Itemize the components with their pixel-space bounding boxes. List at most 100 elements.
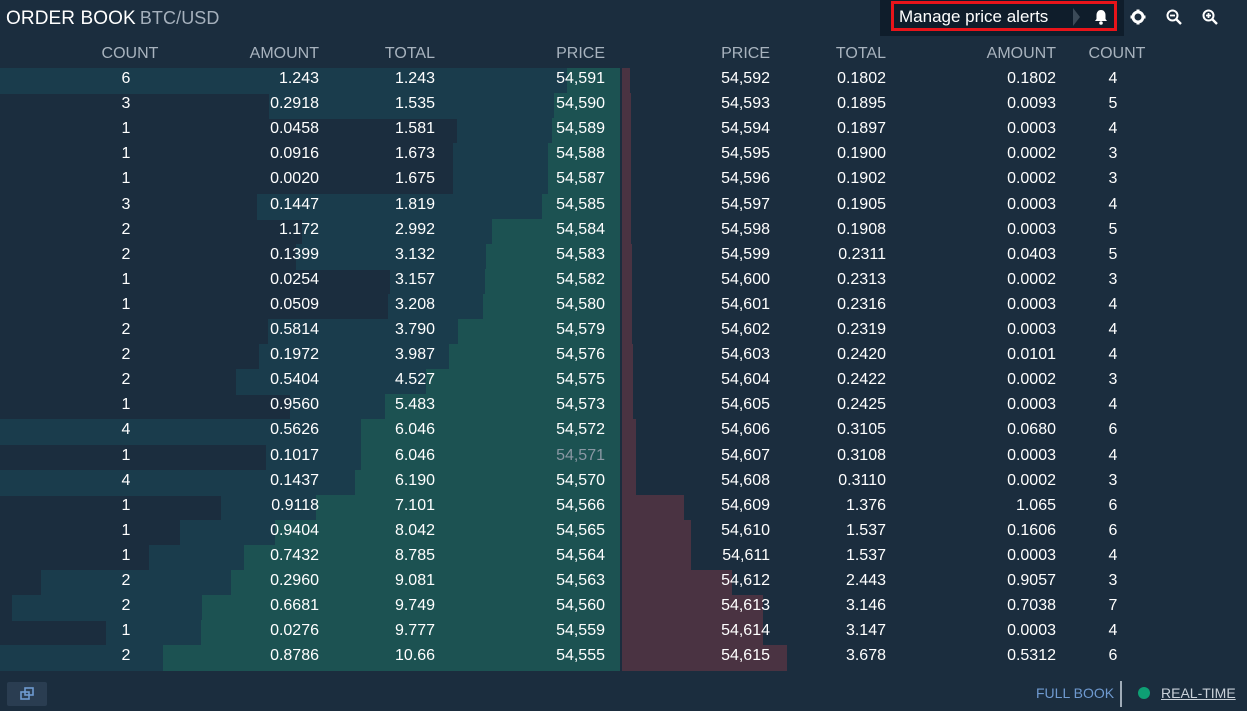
bid-amount-cell: 0.0509 bbox=[270, 295, 319, 313]
bid-count-bar bbox=[457, 118, 553, 145]
bid-depth-bar bbox=[566, 68, 620, 94]
bid-total-cell: 7.101 bbox=[394, 496, 435, 514]
bid-count-header[interactable]: COUNT bbox=[101, 45, 159, 62]
ask-price-cell: 54,600 bbox=[721, 270, 770, 288]
bid-depth-bar bbox=[542, 193, 620, 220]
bid-count-cell: 1 bbox=[121, 170, 131, 188]
ask-depth-bar bbox=[622, 570, 732, 596]
ask-price-header[interactable]: PRICE bbox=[721, 45, 770, 62]
ask-price-cell: 54,612 bbox=[721, 572, 770, 589]
zoom-in-icon[interactable] bbox=[1201, 8, 1219, 26]
ask-total-cell: 0.2313 bbox=[837, 270, 886, 288]
manage-price-alerts-button[interactable]: Manage price alerts bbox=[899, 7, 1049, 26]
bid-total-cell: 1.673 bbox=[394, 145, 435, 163]
bid-count-bar bbox=[295, 243, 486, 270]
bid-total-cell: 10.66 bbox=[394, 647, 435, 665]
ask-price-cell: 54,602 bbox=[721, 321, 770, 338]
bid-price-cell: 54,587 bbox=[556, 170, 605, 188]
full-book-link[interactable]: FULL BOOK bbox=[1036, 685, 1115, 701]
ask-amount-cell: 1.065 bbox=[1015, 496, 1056, 514]
ask-depth-bar bbox=[622, 168, 631, 195]
ask-amount-cell: 0.0003 bbox=[1007, 321, 1056, 338]
bid-amount-cell: 0.5626 bbox=[270, 421, 319, 439]
bid-count-bar bbox=[0, 68, 567, 94]
bid-total-cell: 6.190 bbox=[394, 471, 435, 489]
bid-price-cell: 54,589 bbox=[556, 120, 605, 138]
footer-divider bbox=[1120, 681, 1122, 707]
bid-depth-bar bbox=[230, 570, 620, 596]
bid-depth-bar bbox=[485, 243, 620, 270]
ask-depth-bar bbox=[622, 243, 633, 270]
bid-count-bar bbox=[387, 293, 483, 320]
bid-count-cell: 6 bbox=[121, 70, 131, 87]
ask-count-cell: 4 bbox=[1108, 622, 1118, 640]
bid-amount-cell: 0.0458 bbox=[270, 120, 319, 138]
ask-price-cell: 54,595 bbox=[721, 145, 770, 163]
bid-amount-cell: 0.2918 bbox=[270, 95, 319, 113]
bid-total-cell: 6.046 bbox=[394, 446, 435, 464]
bid-price-cell: 54,564 bbox=[556, 546, 605, 564]
bell-icon[interactable] bbox=[1092, 8, 1110, 26]
bid-depth-bar bbox=[360, 444, 620, 471]
bid-count-cell: 1 bbox=[121, 295, 131, 313]
bid-total-cell: 1.243 bbox=[394, 70, 435, 87]
bid-amount-cell: 0.0276 bbox=[270, 622, 319, 640]
bid-count-cell: 2 bbox=[121, 597, 131, 615]
realtime-status-icon bbox=[1138, 687, 1150, 699]
bid-amount-cell: 0.1972 bbox=[270, 346, 319, 364]
ask-amount-cell: 0.1802 bbox=[1007, 70, 1056, 87]
window-toggle-button[interactable] bbox=[7, 682, 47, 706]
ask-total-cell: 1.537 bbox=[845, 546, 886, 564]
ask-depth-bar bbox=[622, 68, 631, 94]
ask-price-cell: 54,611 bbox=[722, 546, 770, 564]
bid-count-cell: 3 bbox=[121, 95, 131, 113]
real-time-link[interactable]: REAL-TIME bbox=[1161, 685, 1236, 701]
alert-highlight-box bbox=[891, 1, 1117, 31]
bid-depth-bar bbox=[482, 293, 620, 320]
gear-icon[interactable] bbox=[1129, 8, 1147, 26]
bid-amount-cell: 0.1017 bbox=[270, 446, 319, 464]
bid-count-cell: 1 bbox=[121, 546, 131, 564]
bid-depth-bar bbox=[243, 544, 620, 571]
ask-count-cell: 3 bbox=[1108, 471, 1118, 489]
ask-price-cell: 54,614 bbox=[721, 622, 770, 640]
bid-total-cell: 3.987 bbox=[394, 346, 435, 364]
ask-total-cell: 0.2316 bbox=[837, 295, 886, 313]
bid-depth-bar bbox=[360, 419, 620, 446]
ask-price-cell: 54,601 bbox=[721, 295, 770, 313]
bid-price-header[interactable]: PRICE bbox=[556, 45, 605, 62]
bid-count-cell: 1 bbox=[121, 446, 131, 464]
ask-total-header[interactable]: TOTAL bbox=[835, 45, 886, 62]
bid-amount-header[interactable]: AMOUNT bbox=[249, 45, 319, 62]
bid-count-bar bbox=[259, 344, 450, 371]
bid-depth-bar bbox=[425, 369, 620, 396]
ask-count-header[interactable]: COUNT bbox=[1088, 45, 1146, 62]
ask-depth-bar bbox=[622, 419, 636, 446]
bid-depth-bar bbox=[385, 394, 620, 421]
ask-count-cell: 3 bbox=[1108, 371, 1118, 389]
bid-price-cell: 54,576 bbox=[556, 346, 605, 364]
bid-price-cell: 54,585 bbox=[556, 195, 605, 213]
bid-total-header[interactable]: TOTAL bbox=[384, 45, 435, 62]
ask-count-cell: 4 bbox=[1108, 120, 1118, 138]
ask-amount-cell: 0.9057 bbox=[1007, 572, 1056, 589]
zoom-out-icon[interactable] bbox=[1165, 8, 1183, 26]
bid-count-cell: 4 bbox=[121, 421, 131, 439]
bid-total-cell: 3.790 bbox=[394, 321, 435, 338]
ask-amount-cell: 0.0002 bbox=[1007, 145, 1056, 163]
ask-total-cell: 0.2311 bbox=[838, 245, 886, 263]
ask-price-cell: 54,613 bbox=[721, 597, 770, 615]
ask-count-cell: 4 bbox=[1108, 396, 1118, 414]
bid-total-cell: 1.535 bbox=[394, 95, 435, 113]
bid-amount-cell: 0.0254 bbox=[270, 270, 319, 288]
ask-amount-header[interactable]: AMOUNT bbox=[986, 45, 1056, 62]
ask-amount-cell: 0.0003 bbox=[1007, 622, 1056, 640]
bid-count-bar bbox=[389, 268, 485, 295]
ask-price-cell: 54,598 bbox=[721, 220, 770, 238]
ask-depth-bar bbox=[622, 519, 691, 546]
ask-amount-cell: 0.1606 bbox=[1007, 521, 1056, 539]
bid-count-cell: 2 bbox=[121, 647, 131, 665]
bid-count-cell: 2 bbox=[121, 220, 131, 238]
ask-depth-bar bbox=[622, 595, 764, 622]
ask-amount-cell: 0.0003 bbox=[1007, 120, 1056, 138]
